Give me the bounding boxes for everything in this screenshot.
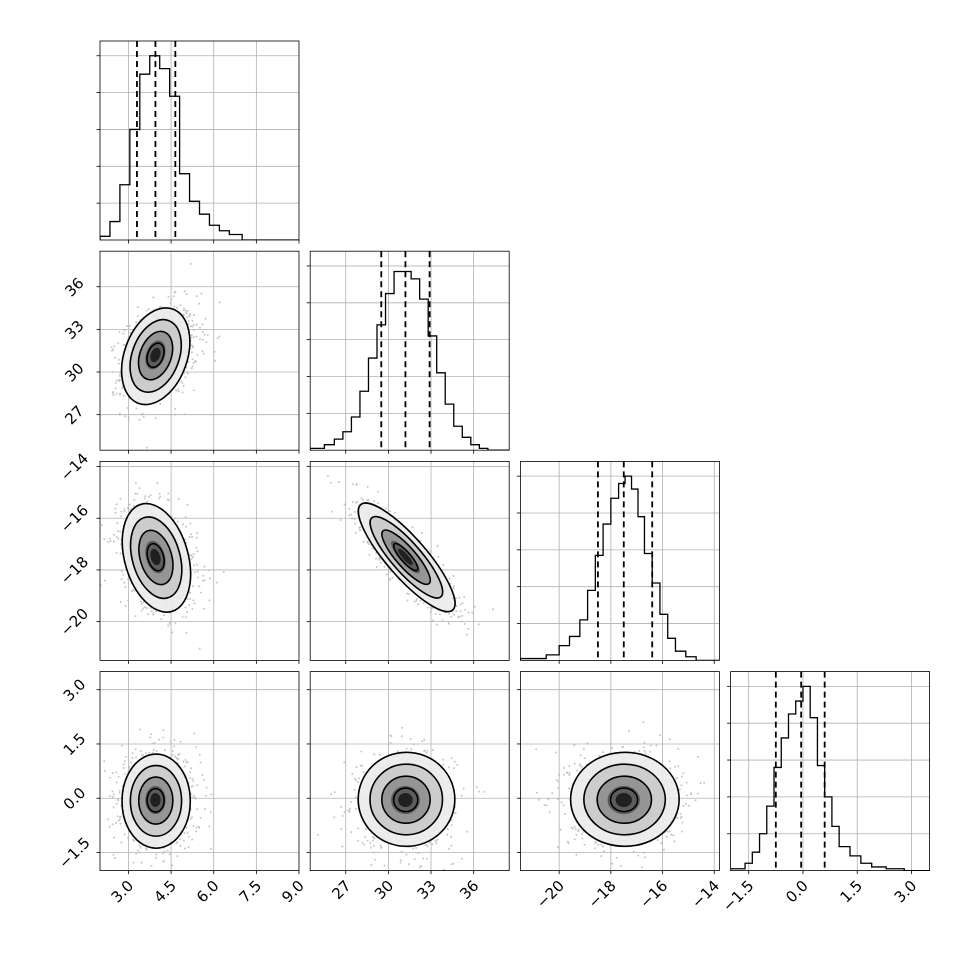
contour-line-0 bbox=[392, 787, 419, 813]
contour-line-3 bbox=[357, 502, 456, 613]
contour-line-3 bbox=[569, 751, 680, 848]
panel-content bbox=[535, 721, 706, 871]
panel-frame bbox=[99, 40, 300, 241]
x-tick-label: 36 bbox=[456, 877, 482, 903]
hist-panel-3: −1.5 0.0 1.5 3.0 bbox=[719, 671, 930, 915]
panel-frame bbox=[309, 671, 510, 871]
x-tick-label: −18 bbox=[585, 877, 620, 912]
x-tick-label: 27 bbox=[328, 877, 354, 903]
x-tick-label: −20 bbox=[533, 877, 568, 912]
contour-line-3 bbox=[121, 502, 192, 613]
histogram-step bbox=[310, 270, 510, 451]
x-tick-label: 0.0 bbox=[782, 877, 812, 907]
density-fill bbox=[150, 548, 161, 566]
panel-content bbox=[317, 726, 486, 871]
density-fill bbox=[398, 548, 413, 566]
scatter-panel-3-1: 27 30 33 36 bbox=[306, 671, 510, 903]
contour-line-0 bbox=[609, 787, 639, 813]
panel-content bbox=[110, 262, 221, 449]
histogram-step bbox=[730, 685, 930, 871]
hist-panel-1 bbox=[306, 250, 510, 454]
x-tick-label: 3.0 bbox=[108, 877, 138, 907]
hist-panel-0 bbox=[96, 40, 300, 244]
contour-line-1 bbox=[137, 330, 174, 381]
panel-frame bbox=[520, 671, 720, 871]
panel-frame bbox=[99, 671, 300, 871]
panel-frame bbox=[309, 250, 510, 451]
y-tick-label: −14 bbox=[57, 449, 92, 484]
contour-line-1 bbox=[137, 776, 174, 825]
density-fill bbox=[615, 792, 632, 808]
scatter-panel-1-0: 27 30 33 36 bbox=[61, 250, 300, 454]
y-tick-label: −1.5 bbox=[55, 834, 93, 872]
panel-content bbox=[326, 475, 494, 636]
x-tick-label: 4.5 bbox=[150, 877, 180, 907]
scatter-panel-2-1 bbox=[306, 460, 510, 664]
panel-frame bbox=[730, 671, 930, 871]
x-tick-label: −16 bbox=[636, 877, 671, 912]
panel-frame bbox=[309, 460, 510, 661]
y-tick-label: 30 bbox=[61, 359, 87, 385]
y-tick-label: 36 bbox=[61, 274, 87, 300]
contour-line-3 bbox=[120, 307, 191, 406]
scatter-panel-3-0: −1.5 0.0 1.5 3.0 3.0 4.5 6.0 7.5 9.0 bbox=[55, 671, 308, 907]
x-tick-label: 1.5 bbox=[836, 877, 866, 907]
scatter-panel-3-2: −20 −18 −16 −14 bbox=[516, 671, 723, 912]
contour-line-3 bbox=[357, 751, 456, 848]
x-tick-label: −1.5 bbox=[719, 877, 757, 915]
contour-line-2 bbox=[129, 764, 183, 837]
contour-line-2 bbox=[583, 763, 667, 836]
x-tick-label: 6.0 bbox=[193, 877, 223, 907]
contour-line-0 bbox=[146, 787, 165, 813]
density-fill bbox=[398, 792, 413, 808]
panel-content bbox=[103, 728, 213, 867]
contour-line-3 bbox=[121, 753, 192, 849]
y-tick-label: 27 bbox=[61, 402, 87, 428]
contour-line-1 bbox=[381, 775, 431, 825]
scatter-panel-2-0: −20 −18 −16 −14 bbox=[57, 449, 300, 664]
x-tick-label: 3.0 bbox=[891, 877, 921, 907]
x-tick-label: −14 bbox=[688, 877, 723, 912]
contour-line-2 bbox=[129, 516, 183, 600]
x-tick-label: 7.5 bbox=[236, 877, 266, 907]
density-fill bbox=[150, 347, 161, 363]
y-tick-label: 3.0 bbox=[60, 675, 90, 705]
contour-line-2 bbox=[369, 763, 444, 836]
x-tick-label: 30 bbox=[371, 877, 397, 903]
contour-line-1 bbox=[138, 529, 174, 586]
panel-frame bbox=[99, 250, 300, 451]
y-tick-label: 0.0 bbox=[60, 784, 90, 814]
contour-line-0 bbox=[146, 342, 165, 369]
contour-line-1 bbox=[381, 529, 432, 586]
contour-line-2 bbox=[369, 515, 444, 599]
histogram-step bbox=[520, 475, 720, 661]
panel-content bbox=[100, 482, 225, 650]
y-tick-label: 1.5 bbox=[60, 730, 90, 760]
y-tick-label: −20 bbox=[57, 605, 92, 640]
contour-line-0 bbox=[146, 542, 166, 572]
y-tick-label: 33 bbox=[61, 317, 87, 343]
contour-line-0 bbox=[392, 542, 419, 572]
y-tick-label: −16 bbox=[57, 501, 92, 536]
panel-frame bbox=[99, 460, 300, 661]
density-fill bbox=[150, 792, 161, 808]
x-tick-label: 9.0 bbox=[278, 877, 308, 907]
panel-frame bbox=[520, 460, 720, 661]
contour-line-2 bbox=[129, 318, 183, 393]
contour-line-1 bbox=[596, 775, 653, 825]
hist-panel-2 bbox=[516, 460, 720, 664]
y-tick-label: −18 bbox=[57, 553, 92, 588]
histogram-step bbox=[100, 55, 299, 240]
x-tick-label: 33 bbox=[414, 877, 440, 903]
